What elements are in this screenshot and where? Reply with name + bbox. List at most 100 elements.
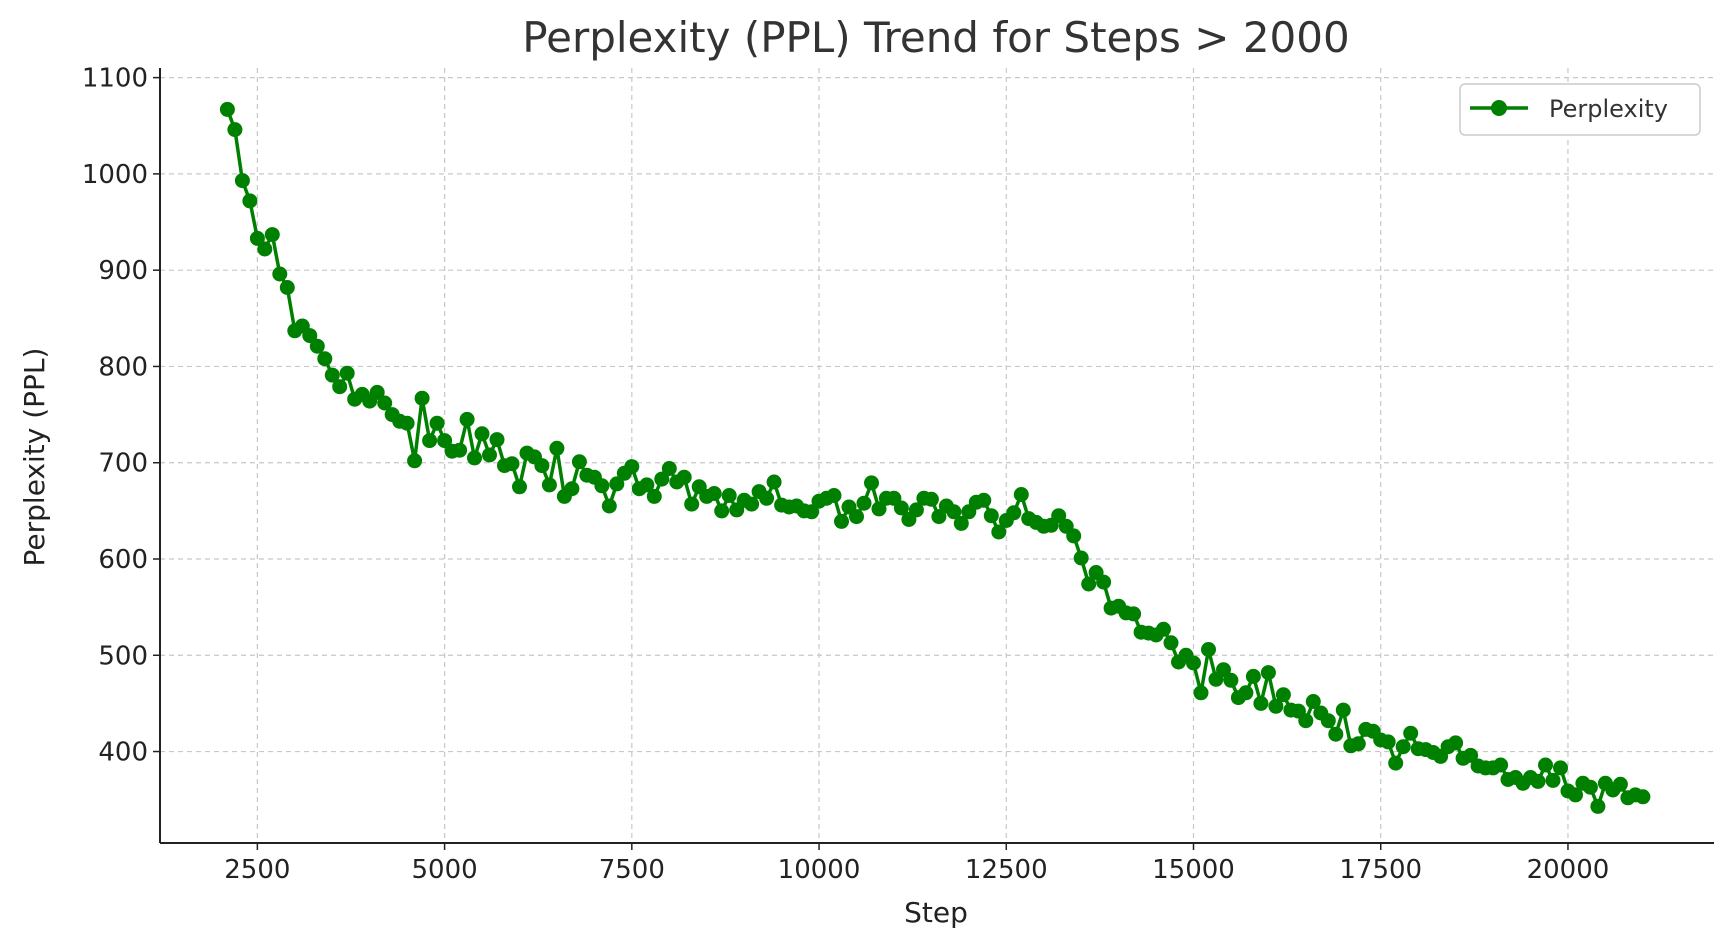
data-point [609, 476, 625, 492]
legend-marker [1491, 100, 1507, 116]
y-tick-label: 500 [98, 641, 148, 671]
x-tick-label: 17500 [1339, 855, 1422, 885]
x-ticks: 2500 5000 7500 10000 12500 15000 17500 20000 [224, 843, 1609, 885]
x-tick-label: 20000 [1527, 855, 1610, 885]
data-point [1096, 574, 1112, 590]
data-point [676, 469, 692, 485]
data-point [744, 496, 760, 512]
data-point [571, 454, 587, 470]
data-point [946, 504, 962, 520]
data-point [1463, 747, 1479, 763]
data-point [332, 379, 348, 395]
data-point [324, 367, 340, 383]
data-point [482, 447, 497, 463]
data-point [257, 241, 273, 257]
data-point [1545, 772, 1561, 788]
chart-title: Perplexity (PPL) Trend for Steps > 2000 [522, 13, 1349, 62]
data-point [1350, 736, 1366, 752]
data-point [1223, 672, 1239, 688]
data-point [1013, 487, 1029, 502]
data-point [856, 495, 872, 511]
data-point [908, 502, 924, 518]
data-point [1006, 505, 1022, 521]
x-tick-label: 5000 [412, 855, 478, 885]
data-point [983, 508, 999, 524]
data-point [279, 280, 295, 295]
data-point [429, 415, 445, 431]
data-point [654, 471, 670, 487]
data-point [489, 432, 505, 448]
y-axis-label: Perplexity (PPL) [18, 348, 51, 567]
data-point [242, 193, 258, 209]
x-tick-label: 12500 [965, 855, 1048, 885]
data-point [504, 456, 520, 472]
y-tick-label: 700 [98, 449, 148, 479]
data-point [459, 411, 475, 427]
data-point [1126, 606, 1142, 622]
legend-box [1459, 83, 1701, 136]
data-point [309, 338, 325, 354]
data-point [1245, 668, 1261, 684]
data-point [407, 453, 423, 469]
data-point [1493, 757, 1509, 773]
y-tick-label: 1100 [82, 64, 148, 94]
data-point [721, 488, 737, 503]
data-point [302, 328, 318, 344]
y-tick-label: 900 [98, 256, 148, 286]
data-point [422, 433, 438, 449]
data-point [339, 365, 355, 381]
axes [159, 68, 1714, 844]
data-point [759, 490, 775, 506]
data-point [1216, 662, 1231, 678]
x-tick-label: 2500 [224, 855, 290, 885]
y-tick-label: 600 [98, 545, 148, 575]
data-point [1448, 735, 1464, 751]
data-point [849, 509, 864, 525]
data-point [601, 498, 617, 514]
data-point [923, 491, 939, 507]
data-point [264, 227, 280, 243]
data-point [1388, 755, 1404, 771]
data-point [1582, 779, 1598, 795]
data-point [1073, 550, 1089, 566]
x-axis-label: Step [904, 896, 968, 929]
data-point [1186, 655, 1201, 671]
data-point [826, 488, 842, 503]
data-point [871, 501, 887, 517]
data-point [1201, 642, 1216, 657]
data-point [1253, 695, 1269, 711]
data-point [706, 486, 722, 501]
legend-label: Perplexity [1549, 95, 1668, 123]
series-line [225, 108, 1644, 809]
grid [160, 68, 1714, 843]
data-point [639, 477, 655, 493]
data-point [804, 504, 820, 520]
data-point [377, 395, 393, 411]
data-point [1590, 798, 1606, 814]
data-point [931, 509, 947, 525]
data-point [1530, 773, 1546, 789]
data-point [541, 477, 557, 493]
data-point [227, 122, 243, 138]
data-point [219, 101, 235, 117]
data-point [1305, 694, 1321, 709]
data-point [1538, 757, 1553, 773]
data-point [684, 496, 700, 512]
data-point [714, 503, 730, 519]
data-point [1193, 685, 1209, 701]
data-point [1328, 726, 1344, 742]
x-tick-label: 10000 [778, 855, 861, 885]
data-point [414, 390, 430, 406]
y-ticks: 400 500 600 700 800 900 1000 1100 [82, 64, 160, 768]
x-tick-label: 15000 [1152, 855, 1235, 885]
y-tick-label: 1000 [82, 160, 148, 190]
data-point [249, 230, 265, 246]
data-point [1553, 760, 1568, 776]
data-point [399, 415, 415, 431]
data-point [1066, 528, 1082, 544]
data-point [1275, 687, 1291, 703]
data-point [1395, 739, 1411, 755]
data-point [534, 458, 550, 474]
data-point [661, 461, 677, 476]
